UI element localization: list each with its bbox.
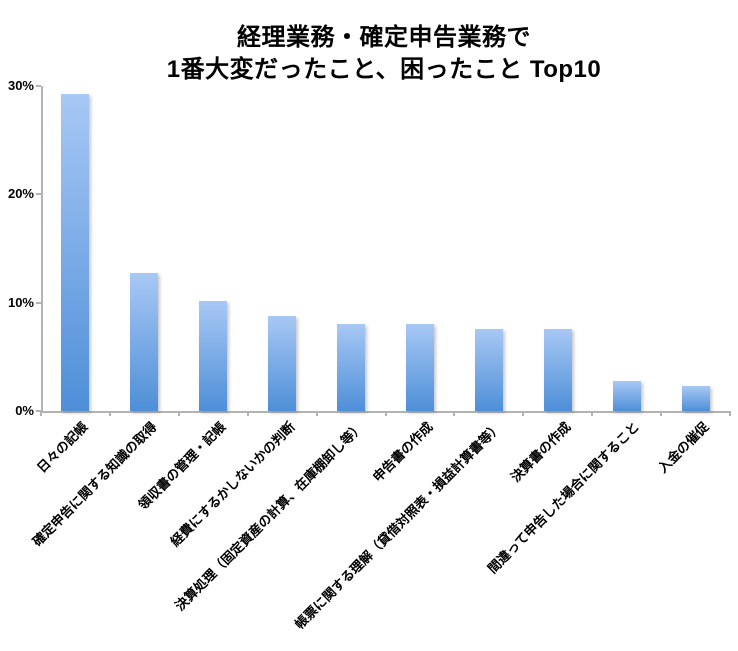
x-axis-category-label: 入金の催促 [654,419,712,476]
bar-7 [474,328,503,411]
x-axis-tick-mark [384,411,387,416]
x-axis-tick-mark [108,411,111,416]
bar-6 [405,324,434,411]
y-axis-tick-mark [36,410,41,412]
y-axis-tick-mark [36,301,41,304]
x-axis-category-label: 経費にするかしないかの判断 [167,419,298,550]
x-axis-tick-mark [453,411,456,416]
y-axis-tick-label: 20% [7,186,34,202]
y-axis-line [41,86,43,413]
chart-title: 経理業務・確定申告業務で 1番大変だったこと、困ったこと Top10 [30,22,738,86]
x-axis-category-label: 日々の記帳 [34,419,92,476]
x-axis-category-label: 間違って申告した場合に関すること [485,419,643,577]
bar-5 [337,324,366,411]
y-axis-tick-mark [36,193,41,196]
bar-2 [130,273,159,411]
bar-9 [612,380,641,411]
x-axis-tick-mark [315,411,318,416]
chart-title-line2: 1番大変だったこと、困ったこと Top10 [166,56,602,83]
x-axis-tick-mark [660,411,663,416]
bar-3 [199,300,228,411]
bar-4 [268,315,297,411]
y-axis-tick-mark [36,85,41,87]
x-axis-category-label: 申告書の作成 [369,419,436,485]
bar-8 [543,328,572,411]
x-axis-tick-mark [591,411,594,416]
bar-1 [61,93,90,411]
chart-title-line1: 経理業務・確定申告業務で [237,24,531,51]
x-axis-tick-mark [177,411,180,416]
y-axis-tick-label: 10% [7,294,34,310]
x-axis-tick-mark [522,411,525,416]
bar-10 [681,386,710,411]
x-axis-tick-mark [729,411,731,416]
x-axis-category-label: 確定申告に関する知識の取得 [29,419,160,550]
y-axis-tick-label: 0% [15,403,34,418]
x-axis-category-label: 決算書の作成 [507,419,574,485]
x-axis-tick-mark [40,411,42,416]
x-axis-tick-mark [246,411,249,416]
y-axis-tick-label: 30% [7,78,34,93]
